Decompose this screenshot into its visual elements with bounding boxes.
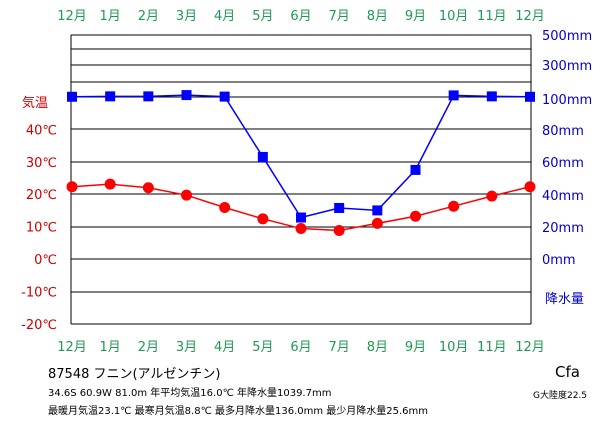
precip-marker xyxy=(334,202,345,213)
precip-marker xyxy=(257,151,268,162)
month-label-top: 7月 xyxy=(329,9,350,24)
temp-marker xyxy=(410,210,421,222)
temp-axis-label: 気温 xyxy=(22,95,48,111)
station-stats-2: 最暖月気温23.1℃ 最寒月気温8.8℃ 最多月降水量136.0mm 最少月降水… xyxy=(48,406,429,417)
precip-marker xyxy=(410,164,421,175)
month-label-top: 10月 xyxy=(439,9,469,24)
precip-marker xyxy=(486,91,497,102)
temp-tick-label: -20℃ xyxy=(21,318,57,333)
temp-marker xyxy=(257,213,269,225)
month-label-top: 6月 xyxy=(290,9,311,24)
month-label-bottom: 4月 xyxy=(214,340,235,355)
precip-marker xyxy=(296,212,306,223)
precip-marker xyxy=(219,91,230,102)
chart-grid xyxy=(70,34,532,325)
month-label-top: 12月 xyxy=(515,9,545,24)
month-label-top: 3月 xyxy=(176,9,197,24)
temp-tick-label: 30℃ xyxy=(26,156,57,171)
precip-tick-label: 80mm xyxy=(542,124,584,139)
precip-marker xyxy=(448,90,459,101)
month-label-bottom: 12月 xyxy=(515,340,545,355)
month-label-bottom: 8月 xyxy=(367,340,388,355)
month-label-top: 12月 xyxy=(57,9,87,24)
temp-marker xyxy=(104,178,116,190)
month-label-bottom: 10月 xyxy=(439,340,469,355)
month-label-top: 8月 xyxy=(367,9,388,24)
precip-marker xyxy=(525,91,535,102)
tick-labels: 気温 降水量 40℃ 30℃ 20℃ 10℃ 0℃ -10℃ -20℃ 500mm 300mm 1… xyxy=(21,29,592,333)
precip-marker xyxy=(105,91,116,102)
temp-marker xyxy=(66,181,78,193)
month-label-bottom: 5月 xyxy=(252,340,273,355)
month-label-top: 9月 xyxy=(405,9,426,24)
precip-series xyxy=(67,90,535,223)
month-label-bottom: 9月 xyxy=(405,340,426,355)
temp-marker xyxy=(371,217,383,229)
temp-marker xyxy=(333,224,345,236)
precip-marker xyxy=(143,91,154,102)
koppen-class: Cfa xyxy=(555,363,580,381)
month-label-top: 2月 xyxy=(138,9,159,24)
month-label-bottom: 3月 xyxy=(176,340,197,355)
temp-tick-label: -10℃ xyxy=(21,285,57,300)
precip-line xyxy=(71,94,531,219)
temp-marker xyxy=(486,190,498,202)
month-label-bottom: 7月 xyxy=(329,340,350,355)
month-label-bottom: 12月 xyxy=(57,340,87,355)
month-label-bottom: 1月 xyxy=(100,340,121,355)
continentality: G大陸度22.5 xyxy=(533,391,588,401)
temp-marker xyxy=(181,189,192,201)
precip-axis-label: 降水量 xyxy=(545,292,584,307)
temp-marker xyxy=(448,200,460,212)
precip-marker xyxy=(181,90,192,101)
temp-series xyxy=(66,178,536,236)
temp-marker xyxy=(295,223,307,235)
month-label-bottom: 11月 xyxy=(477,340,507,355)
precip-tick-label: 20mm xyxy=(542,221,584,236)
station-stats-1: 34.6S 60.9W 81.0m 年平均気温16.0℃ 年降水量1039.7m… xyxy=(48,388,332,399)
precip-tick-label: 40mm xyxy=(542,189,584,204)
precip-tick-label: 60mm xyxy=(542,156,584,171)
month-label-bottom: 6月 xyxy=(290,340,311,355)
month-label-top: 11月 xyxy=(477,9,507,24)
precip-tick-label: 0mm xyxy=(542,253,576,268)
precip-marker xyxy=(67,91,77,102)
temp-marker xyxy=(142,182,154,194)
precip-tick-label: 100mm xyxy=(542,93,592,108)
precip-tick-label: 500mm xyxy=(542,29,592,44)
month-labels: 12月 12月 1月 1月 2月 2月 3月 3月 4月 4月 5月 5月 6月 6月 7月 7月 8月 8月 9月… xyxy=(57,9,545,355)
temp-tick-label: 40℃ xyxy=(26,123,57,138)
temp-tick-label: 10℃ xyxy=(26,221,57,236)
temp-marker xyxy=(524,181,536,193)
month-label-top: 1月 xyxy=(100,9,121,24)
precip-tick-label: 300mm xyxy=(542,59,592,74)
month-label-bottom: 2月 xyxy=(138,340,159,355)
month-label-top: 4月 xyxy=(214,9,235,24)
station-name: 87548 フニン(アルゼンチン) xyxy=(48,367,221,382)
month-label-top: 5月 xyxy=(252,9,273,24)
precip-marker xyxy=(372,205,383,216)
temp-tick-label: 0℃ xyxy=(34,253,57,268)
temp-tick-label: 20℃ xyxy=(26,188,57,203)
temp-marker xyxy=(219,201,231,213)
